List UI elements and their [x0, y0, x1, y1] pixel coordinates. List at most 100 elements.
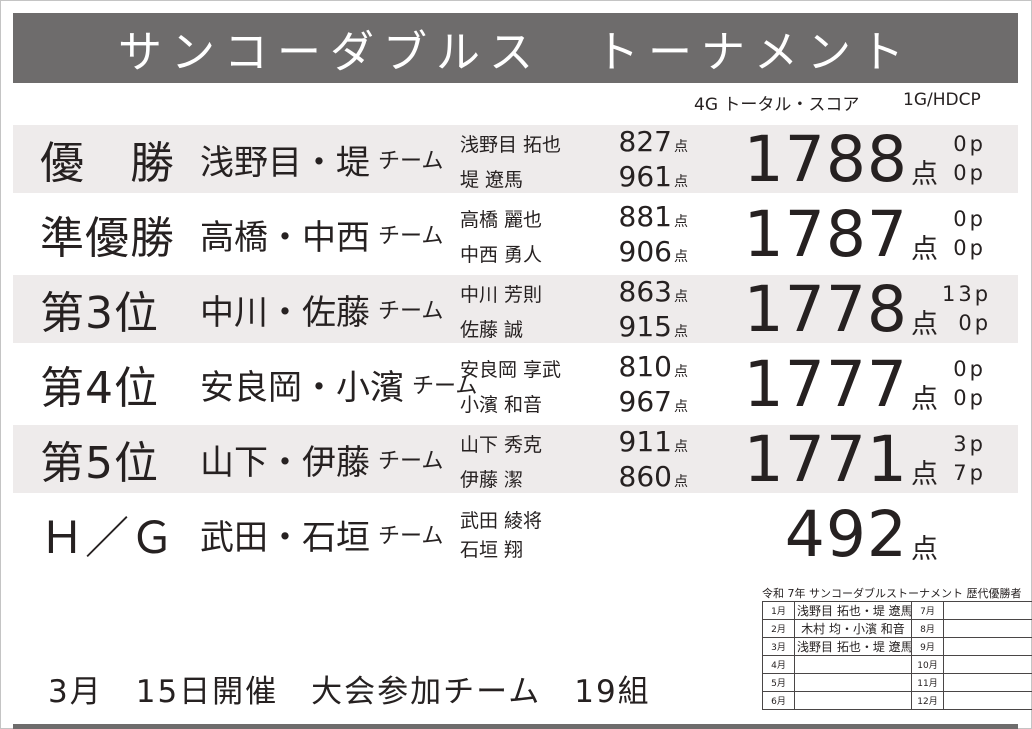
total-score: 1778 — [743, 272, 908, 346]
team-name: 山下・伊藤 — [200, 442, 370, 483]
page-title: サンコーダブルス トーナメント — [118, 27, 913, 78]
history-winner-cell — [943, 673, 1032, 692]
team-cell: 浅野目・堤 チーム — [200, 135, 460, 184]
hdcp-value: 0p — [953, 357, 986, 382]
player-name: 浅野目 拓也 — [460, 134, 562, 156]
team-name: 武田・石垣 — [200, 517, 370, 558]
history-row: 4月 10月 — [762, 655, 1032, 674]
rank-label: 準優勝 — [40, 213, 175, 264]
player-line: 伊藤 潔 860 点 — [460, 460, 688, 493]
hdcp-cell — [942, 533, 1018, 536]
column-header-total-score: 4G トータル・スコア — [694, 95, 860, 115]
history-winner-cell — [943, 637, 1032, 656]
score-unit: 点 — [674, 324, 688, 340]
hdcp-cell: 0p 0p — [942, 207, 1018, 260]
history-month-cell: 3月 — [762, 637, 795, 656]
player-score: 906 点 — [618, 235, 688, 268]
history-winner-cell — [943, 619, 1032, 638]
player-name: 中西 勇人 — [460, 244, 543, 266]
player-name: 佐藤 誠 — [460, 319, 524, 341]
score-unit: 点 — [674, 249, 688, 265]
player-line: 中川 芳則 863 点 — [460, 275, 688, 308]
team-name: 高橋・中西 — [200, 217, 370, 258]
team-cell: 山下・伊藤 チーム — [200, 435, 460, 484]
history-month-cell: 10月 — [911, 655, 944, 674]
score-unit: 点 — [674, 439, 688, 455]
hdcp-value: 13p — [942, 282, 992, 307]
result-row-4th: 第4位 安良岡・小濱 チーム 安良岡 享武 810 点 小濱 和音 967 点 17… — [13, 350, 1018, 418]
total-score-unit: 点 — [911, 233, 938, 265]
player-name: 山下 秀克 — [460, 434, 543, 456]
event-date-and-teams-text: 3月 15日開催 大会参加チーム 19組 — [48, 674, 651, 710]
team-name: 安良岡・小濱 — [200, 367, 404, 408]
total-score-cell: 1788 点 — [688, 128, 942, 191]
hdcp-value: 0p — [953, 132, 986, 157]
total-score-unit: 点 — [911, 458, 938, 490]
hdcp-cell: 0p 0p — [942, 132, 1018, 185]
total-score: 1777 — [743, 347, 908, 421]
player-score: 881 点 — [618, 200, 688, 233]
hdcp-value: 7p — [953, 460, 986, 485]
total-score-cell: 1778 点 — [688, 278, 942, 341]
score-unit: 点 — [674, 474, 688, 490]
score-unit: 点 — [674, 364, 688, 380]
player-score: 827 点 — [618, 125, 688, 158]
total-score-unit: 点 — [911, 383, 938, 415]
player-line: 高橋 麗也 881 点 — [460, 200, 688, 233]
score-unit: 点 — [674, 399, 688, 415]
total-score: 1788 — [743, 122, 908, 196]
player-line: 安良岡 享武 810 点 — [460, 350, 688, 383]
history-winner-cell — [943, 601, 1032, 620]
player-name: 武田 綾将 — [460, 510, 543, 532]
column-header-hdcp: 1G/HDCP — [903, 90, 981, 110]
result-row-2nd: 準優勝 高橋・中西 チーム 高橋 麗也 881 点 中西 勇人 906 点 1787… — [13, 200, 1018, 268]
player-score: 911 点 — [618, 425, 688, 458]
hdcp-value: 0p — [953, 385, 986, 410]
score-unit: 点 — [674, 174, 688, 190]
history-month-cell: 8月 — [911, 619, 944, 638]
history-winner-cell: 浅野目 拓也・堤 遼馬 — [794, 601, 912, 620]
rank-label: Ｈ／Ｇ — [40, 513, 175, 564]
history-month-cell: 2月 — [762, 619, 795, 638]
history-winner-cell: 木村 均・小濱 和音 — [794, 619, 912, 638]
history-winner-cell — [943, 691, 1032, 710]
history-month-cell: 12月 — [911, 691, 944, 710]
player-name: 高橋 麗也 — [460, 209, 543, 231]
total-score: 1771 — [743, 422, 908, 496]
player-line: 小濱 和音 967 点 — [460, 385, 688, 418]
team-cell: 安良岡・小濱 チーム — [200, 360, 477, 409]
team-suffix: チーム — [378, 524, 444, 549]
hdcp-cell: 3p 7p — [942, 432, 1018, 485]
hdcp-value: 0p — [953, 207, 986, 232]
players-cell: 武田 綾将 石垣 翔 — [460, 506, 688, 562]
player-name: 中川 芳則 — [460, 284, 543, 306]
history-winner-cell — [794, 691, 912, 710]
score-unit: 点 — [674, 289, 688, 305]
history-month-cell: 11月 — [911, 673, 944, 692]
result-row-5th: 第5位 山下・伊藤 チーム 山下 秀克 911 点 伊藤 潔 860 点 1771 … — [13, 425, 1018, 493]
history-month-cell: 4月 — [762, 655, 795, 674]
history-month-cell: 1月 — [762, 601, 795, 620]
player-name: 伊藤 潔 — [460, 469, 524, 491]
player-name: 小濱 和音 — [460, 394, 543, 416]
player-line: 武田 綾将 — [460, 506, 688, 533]
hdcp-value: 0p — [958, 310, 992, 335]
player-score: 810 点 — [618, 350, 688, 383]
history-row: 6月 12月 — [762, 691, 1032, 710]
rank-label: 優 勝 — [40, 138, 175, 189]
player-line: 堤 遼馬 961 点 — [460, 160, 688, 193]
rank-label: 第3位 — [40, 288, 159, 339]
players-cell: 安良岡 享武 810 点 小濱 和音 967 点 — [460, 350, 688, 418]
score-unit: 点 — [674, 139, 688, 155]
player-score: 915 点 — [618, 310, 688, 343]
player-line: 浅野目 拓也 827 点 — [460, 125, 688, 158]
team-name: 浅野目・堤 — [200, 142, 370, 183]
history-month-cell: 6月 — [762, 691, 795, 710]
hdcp-value: 0p — [953, 235, 986, 260]
total-score: 492 — [784, 497, 908, 571]
history-winner-cell: 浅野目 拓也・堤 遼馬 — [794, 637, 912, 656]
score-unit: 点 — [674, 214, 688, 230]
bottom-bar — [13, 724, 1018, 729]
players-cell: 高橋 麗也 881 点 中西 勇人 906 点 — [460, 200, 688, 268]
history-row: 2月 木村 均・小濱 和音 8月 — [762, 619, 1032, 638]
